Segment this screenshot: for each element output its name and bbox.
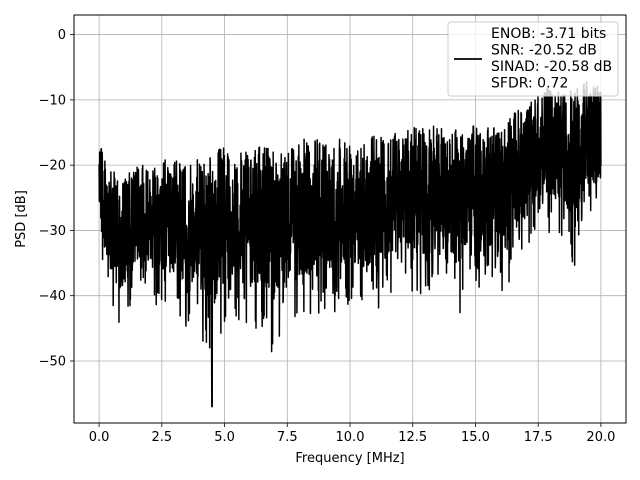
y-tick-label: −40 <box>39 289 66 304</box>
x-tick-label: 10.0 <box>336 430 365 445</box>
x-tick-label: 15.0 <box>461 430 490 445</box>
y-tick-label: −50 <box>39 354 66 369</box>
legend-box <box>447 21 619 97</box>
x-tick-label: 20.0 <box>586 430 615 445</box>
y-tick-label: −20 <box>39 159 66 174</box>
legend: ENOB: -3.71 bits SNR: -20.52 dB SINAD: -20… <box>447 21 619 97</box>
psd-series <box>98 80 602 408</box>
x-tick-label: 5.0 <box>214 430 235 445</box>
legend-entry: ENOB: -3.71 bits SNR: -20.52 dB SINAD: -20… <box>491 26 612 92</box>
x-tick-label: 7.5 <box>277 430 298 445</box>
legend-entry-line: SNR: -20.52 dB <box>491 43 597 59</box>
y-axis-label: PSD [dB] <box>14 190 29 248</box>
x-tick-label: 0.0 <box>89 430 110 445</box>
y-axis-ticks: 0 −10 −20 −30 −40 −50 <box>39 28 74 369</box>
y-tick-label: 0 <box>58 28 66 43</box>
x-tick-label: 17.5 <box>524 430 553 445</box>
legend-entry-line: SFDR: 0.72 <box>491 76 568 92</box>
y-tick-label: −10 <box>39 93 66 108</box>
x-tick-label: 12.5 <box>398 430 427 445</box>
x-axis-ticks: 0.0 2.5 5.0 7.5 10.0 12.5 15.0 17.5 20.0 <box>89 423 615 445</box>
x-tick-label: 2.5 <box>151 430 172 445</box>
x-axis-label: Frequency [MHz] <box>295 451 404 466</box>
legend-entry-line: SINAD: -20.58 dB <box>491 59 612 75</box>
y-tick-label: −30 <box>39 224 66 239</box>
psd-line <box>98 80 602 408</box>
legend-entry-line: ENOB: -3.71 bits <box>491 26 606 42</box>
